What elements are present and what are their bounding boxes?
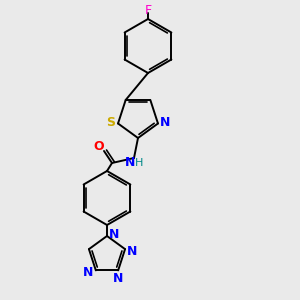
Text: N: N [82, 266, 93, 279]
Text: N: N [127, 244, 137, 258]
Text: O: O [94, 140, 104, 154]
Text: N: N [109, 227, 119, 241]
Text: N: N [113, 272, 123, 285]
Text: N: N [160, 116, 170, 129]
Text: S: S [106, 116, 116, 129]
Text: F: F [144, 4, 152, 16]
Text: H: H [135, 158, 143, 168]
Text: N: N [125, 155, 135, 169]
